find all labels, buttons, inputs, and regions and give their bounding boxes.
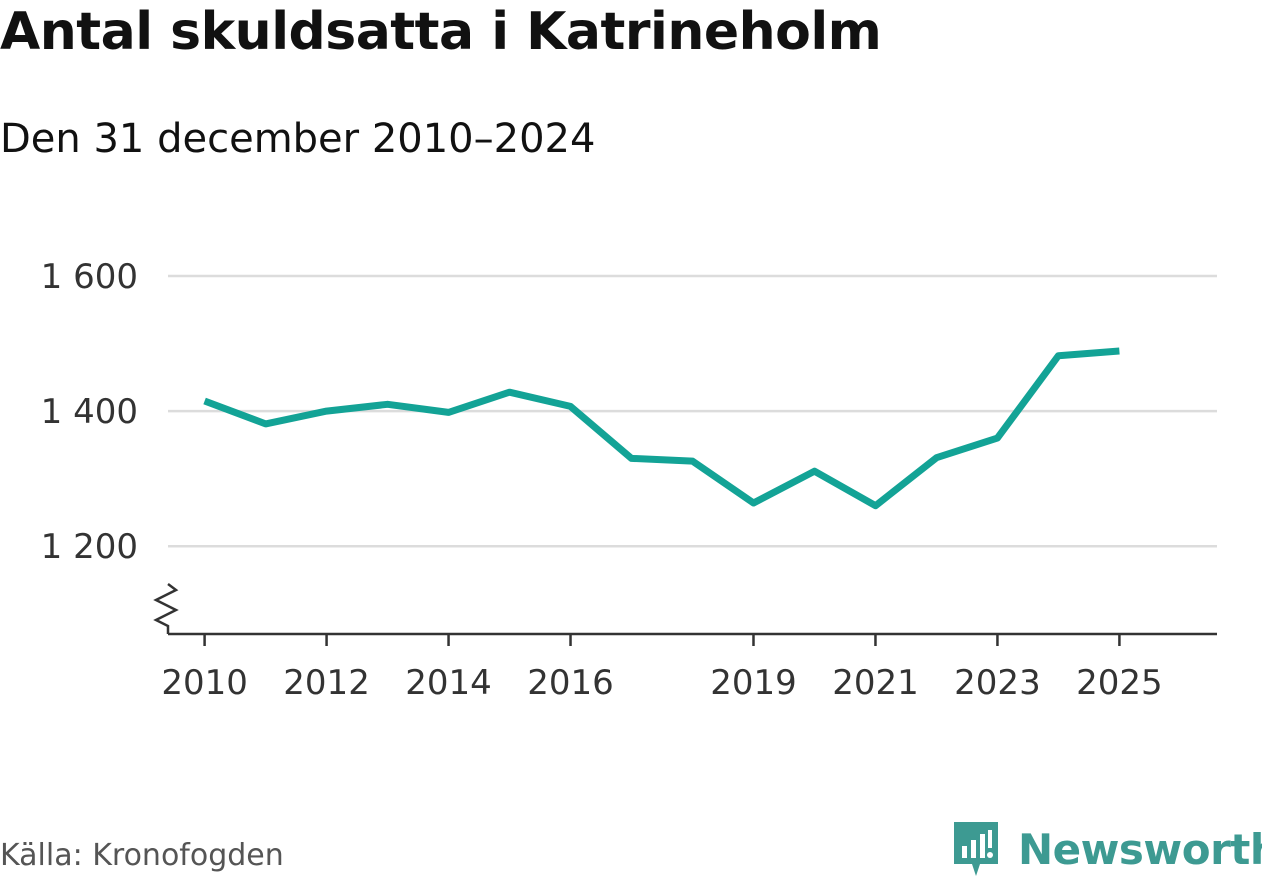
y-tick-label: 1 600 bbox=[41, 257, 138, 297]
y-axis-labels: 1 200 1 400 1 600 bbox=[41, 257, 138, 567]
chart-subtitle: Den 31 december 2010–2024 bbox=[0, 116, 596, 162]
x-tick-label: 2021 bbox=[832, 663, 919, 703]
y-tick-label: 1 200 bbox=[41, 527, 138, 567]
newsworthy-logo-icon bbox=[954, 822, 998, 876]
x-axis-labels: 2010 2012 2014 2016 2019 2021 2023 2025 bbox=[161, 663, 1162, 703]
source-note: Källa: Kronofogden bbox=[0, 838, 284, 873]
x-tick-label: 2019 bbox=[710, 663, 797, 703]
axis-break-zigzag bbox=[153, 583, 179, 634]
series-lines bbox=[203, 347, 1120, 510]
x-tick-label: 2014 bbox=[405, 663, 492, 703]
brand-name: Newsworthy bbox=[1018, 824, 1262, 874]
brand[interactable]: Newsworthy bbox=[950, 820, 1262, 878]
series-line bbox=[203, 347, 1120, 510]
x-tick-label: 2025 bbox=[1076, 663, 1163, 703]
x-axis bbox=[168, 632, 1217, 646]
zigzag-break-icon bbox=[153, 583, 179, 634]
x-tick-label: 2016 bbox=[527, 663, 614, 703]
y-tick-label: 1 400 bbox=[41, 392, 138, 432]
chart-title: Antal skuldsatta i Katrineholm bbox=[0, 2, 882, 62]
x-tick-label: 2010 bbox=[161, 663, 248, 703]
x-tick-label: 2023 bbox=[954, 663, 1041, 703]
x-tick-label: 2012 bbox=[283, 663, 370, 703]
